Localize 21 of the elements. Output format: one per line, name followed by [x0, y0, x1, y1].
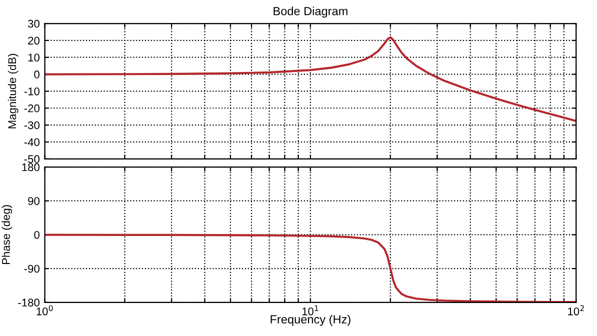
y-axis-title: Magnitude (dB)	[8, 54, 18, 128]
y-tick-label: 0	[34, 230, 40, 239]
y-tick-label: 90	[28, 197, 40, 205]
y-tick-label: -10	[24, 87, 40, 96]
x-tick-label: 10$^{2}$	[568, 305, 584, 316]
y-tick-label: 30	[28, 20, 40, 28]
chart-title: Bode Diagram	[274, 6, 348, 18]
x-tick-label: 10$^{1}$	[302, 305, 318, 316]
x-tick-label: 10$^{0}$	[36, 305, 53, 316]
y-tick-label: 20	[28, 36, 40, 45]
x-axis-title: Frequency (Hz)	[270, 314, 350, 326]
y-tick-label: -30	[24, 121, 40, 130]
y-tick-label: -20	[24, 104, 40, 112]
y-tick-label: 180	[22, 163, 40, 172]
y-axis-title: Phase (deg)	[2, 205, 12, 264]
y-tick-label: -40	[24, 138, 40, 146]
y-tick-label: -90	[24, 264, 40, 273]
y-tick-label: -50	[24, 155, 40, 164]
y-tick-label: 10	[28, 54, 40, 62]
y-tick-label: -180	[18, 298, 40, 307]
y-tick-label: 0	[34, 70, 40, 78]
